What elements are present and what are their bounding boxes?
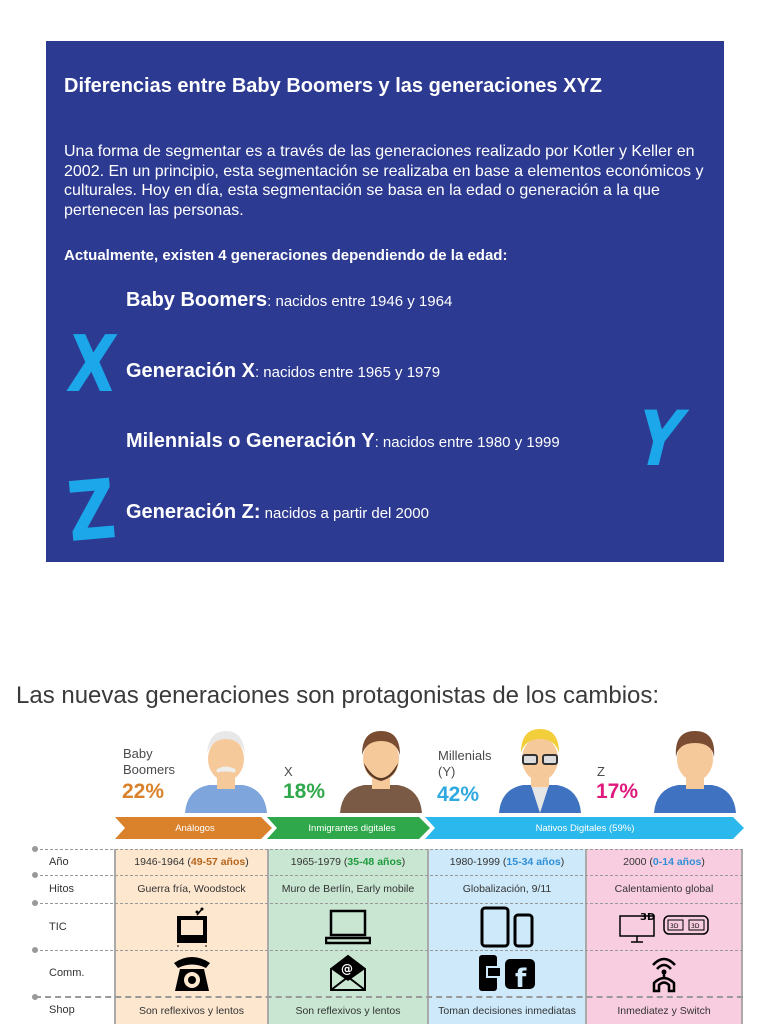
column-gen-z (586, 849, 742, 1024)
row-label-ano: Año (49, 856, 69, 868)
generations-table: Año Hitos TIC Comm. Shop 1946-1964 (49-5… (32, 846, 743, 1024)
infographic-title: Las nuevas generaciones son protagonista… (16, 682, 660, 709)
row-label-hitos: Hitos (49, 883, 75, 895)
generation-arrows (115, 817, 744, 839)
avatar-gen-x-icon (340, 731, 422, 813)
group-label-z: Z (597, 764, 605, 779)
letter-z-icon: Z (63, 462, 120, 561)
percent-x: 18% (283, 780, 326, 803)
cell-shop-baby-boomers: Son reflexivos y lentos (138, 1004, 245, 1017)
row-divider (32, 994, 743, 1000)
laptop-icon (325, 909, 371, 944)
panel-title: Diferencias entre Baby Boomers y las gen… (64, 75, 602, 97)
svg-text:@: @ (341, 962, 353, 976)
svg-text:3D: 3D (691, 923, 700, 930)
arrow-label-inmigrantes: Inmigrantes digitales (308, 822, 396, 834)
letter-y-icon: Y (626, 394, 693, 483)
tv-icon (176, 907, 207, 947)
generation-z: Generación Z: nacidos a partir del 2000 (126, 501, 429, 523)
cell-comm-gen-x: @ (268, 950, 428, 996)
cell-shop-gen-z: Inmediatez y Switch (617, 1004, 711, 1017)
cell-comm-millenials: f (428, 950, 586, 996)
row-divider (32, 947, 743, 953)
chat-facebook-icon: f (479, 955, 535, 993)
cell-comm-gen-z (586, 950, 742, 996)
avatar-baby-boomer-icon (185, 731, 267, 813)
generation-x: Generación X: nacidos entre 1965 y 1979 (126, 360, 441, 382)
rotary-phone-icon (173, 957, 210, 991)
lead-text: Actualmente, existen 4 generaciones depe… (64, 247, 508, 264)
letter-x-icon: X (63, 320, 121, 410)
group-label-baby-boomers: Baby Boomers (123, 746, 176, 777)
cell-year-gen-z: 2000 (0-14 años) (623, 856, 705, 868)
row-divider (32, 846, 743, 852)
percent-baby-boomers: 22% (122, 780, 165, 803)
cell-tic-gen-z: 3D 3D 3D (586, 903, 742, 950)
svg-text:f: f (515, 964, 527, 993)
3d-vr-icon: 3D 3D 3D (619, 912, 709, 943)
arrow-label-analogos: Análogos (175, 822, 215, 834)
row-label-shop: Shop (49, 1004, 75, 1016)
row-label-comm: Comm. (49, 967, 85, 979)
group-label-millenials: Millenials (Y) (438, 748, 492, 779)
avatar-millenial-icon (499, 729, 581, 813)
row-label-tic: TIC (49, 920, 67, 933)
percent-millenials: 42% (437, 783, 480, 806)
cell-tic-gen-x (268, 903, 428, 950)
cell-year-gen-x: 1965-1979 (35-48 años) (290, 856, 406, 868)
cell-tic-millenials (428, 903, 586, 950)
intro-paragraph: Una forma de segmentar es a través de la… (64, 143, 704, 219)
svg-text:3D: 3D (640, 912, 655, 923)
wireless-signal-icon (652, 957, 676, 993)
avatar-gen-z-icon (654, 731, 736, 813)
arrow-label-nativos: Nativos Digitales (59%) (535, 822, 635, 834)
tablet-phone-icon (480, 906, 534, 947)
cell-shop-millenials: Toman decisiones inmediatas (438, 1004, 576, 1017)
cell-hitos-baby-boomers: Guerra fría, Woodstock (137, 883, 246, 895)
cell-hitos-gen-x: Muro de Berlín, Early mobile (281, 883, 415, 895)
cell-year-baby-boomers: 1946-1964 (49-57 años) (134, 856, 249, 868)
cell-shop-gen-x: Son reflexivos y lentos (295, 1004, 401, 1017)
cell-hitos-gen-z: Calentamiento global (614, 883, 714, 895)
svg-text:3D: 3D (670, 923, 679, 930)
percent-z: 17% (596, 780, 639, 803)
row-divider (32, 900, 743, 906)
intro-panel: Diferencias entre Baby Boomers y las gen… (46, 41, 724, 562)
cell-comm-baby-boomers (115, 950, 268, 996)
cell-tic-baby-boomers (115, 903, 268, 950)
row-divider (32, 872, 743, 878)
cell-hitos-millenials: Globalización, 9/11 (462, 883, 552, 895)
cell-year-millenials: 1980-1999 (15-34 años) (449, 856, 565, 868)
email-icon: @ (330, 954, 366, 991)
generation-y: Milennials o Generación Y: nacidos entre… (126, 430, 560, 452)
group-label-x: X (284, 764, 293, 779)
generation-baby-boomers: Baby Boomers: nacidos entre 1946 y 1964 (126, 289, 453, 311)
